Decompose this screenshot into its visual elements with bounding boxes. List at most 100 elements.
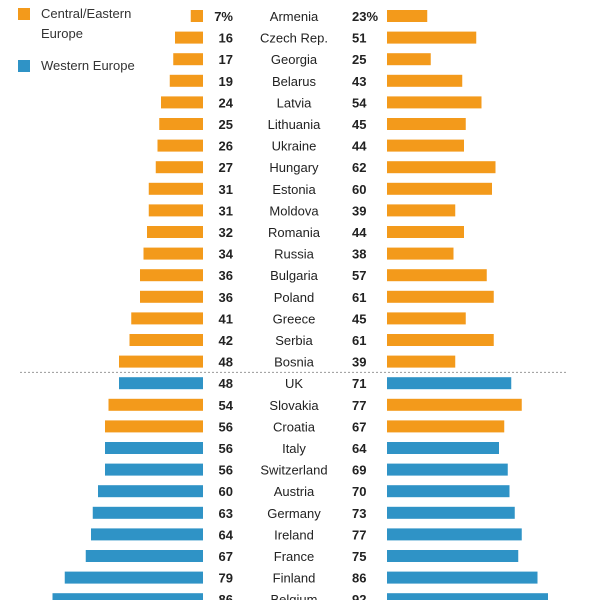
row-switzerland: 56 Switzerland 69: [105, 463, 508, 478]
bar-right-hungary: [387, 161, 496, 174]
value-right-romania: 44: [352, 225, 367, 240]
bar-right-poland: [387, 290, 494, 303]
bar-right-ireland: [387, 528, 522, 541]
row-italy: 56 Italy 64: [105, 441, 499, 456]
row-latvia: 24 Latvia 54: [161, 95, 482, 110]
bar-right-moldova: [387, 204, 456, 217]
country-label-belarus: Belarus: [272, 74, 317, 89]
bar-right-greece: [387, 312, 466, 325]
row-ireland: 64 Ireland 77: [91, 527, 522, 542]
bar-left-austria: [98, 485, 203, 498]
chart-rows: 7% Armenia 23% 16 Czech Rep. 51 17 Georgia 25 19 B…: [20, 9, 568, 600]
bar-left-latvia: [161, 96, 203, 109]
bar-left-croatia: [105, 420, 203, 433]
value-right-latvia: 54: [352, 95, 367, 110]
value-left-latvia: 24: [219, 95, 234, 110]
row-serbia: 42 Serbia 61: [129, 333, 494, 348]
bar-right-slovakia: [387, 398, 522, 411]
country-label-serbia: Serbia: [275, 333, 313, 348]
row-ukraine: 26 Ukraine 44: [157, 139, 464, 154]
country-label-germany: Germany: [267, 506, 321, 521]
country-label-belgium: Belgium: [271, 592, 318, 600]
country-label-austria: Austria: [274, 484, 315, 499]
value-left-moldova: 31: [219, 203, 233, 218]
bar-left-belarus: [169, 74, 203, 87]
value-left-serbia: 42: [219, 333, 233, 348]
row-belarus: 19 Belarus 43: [169, 74, 463, 89]
bar-left-bosnia: [119, 355, 203, 368]
value-left-finland: 79: [219, 571, 233, 586]
value-right-switzerland: 69: [352, 463, 366, 478]
bar-left-armenia: [190, 10, 203, 22]
country-label-greece: Greece: [273, 311, 316, 326]
value-left-estonia: 31: [219, 182, 233, 197]
value-right-lithuania: 45: [352, 117, 366, 132]
row-armenia: 7% Armenia 23%: [190, 9, 428, 24]
value-right-armenia: 23%: [352, 9, 378, 24]
row-greece: 41 Greece 45: [131, 311, 466, 326]
bar-right-france: [387, 550, 519, 562]
bar-right-austria: [387, 485, 510, 498]
bar-right-armenia: [387, 10, 428, 22]
bar-left-germany: [92, 506, 203, 519]
row-georgia: 17 Georgia 25: [173, 52, 431, 67]
row-romania: 32 Romania 44: [147, 225, 464, 240]
country-label-russia: Russia: [274, 247, 315, 262]
row-bosnia: 48 Bosnia 39: [119, 355, 456, 370]
value-left-france: 67: [219, 549, 233, 564]
value-left-belarus: 19: [219, 74, 233, 89]
country-label-croatia: Croatia: [273, 419, 316, 434]
bar-left-france: [85, 550, 203, 562]
row-estonia: 31 Estonia 60: [148, 182, 492, 197]
value-right-czech-rep: 51: [352, 31, 366, 46]
bar-left-ireland: [91, 528, 203, 541]
bar-right-serbia: [387, 334, 494, 346]
country-label-romania: Romania: [268, 225, 321, 240]
country-label-italy: Italy: [282, 441, 306, 456]
legend-label-central-eastern-europe: Central/Eastern: [41, 6, 131, 21]
bar-left-moldova: [148, 204, 203, 217]
bar-right-russia: [387, 247, 454, 260]
row-uk: 48 UK 71: [119, 376, 512, 391]
value-left-lithuania: 25: [219, 117, 233, 132]
row-austria: 60 Austria 70: [98, 484, 510, 499]
bar-left-lithuania: [159, 118, 203, 130]
bar-left-finland: [64, 571, 203, 584]
value-right-belgium: 92: [352, 592, 366, 600]
row-slovakia: 54 Slovakia 77: [108, 398, 522, 413]
value-right-belarus: 43: [352, 74, 366, 89]
bar-right-bosnia: [387, 355, 456, 368]
bar-right-estonia: [387, 182, 492, 195]
legend-swatch-central-eastern-europe: [18, 8, 30, 20]
bar-right-lithuania: [387, 118, 466, 130]
bar-left-italy: [105, 442, 203, 454]
country-label-switzerland: Switzerland: [260, 463, 327, 478]
value-right-croatia: 67: [352, 419, 366, 434]
row-france: 67 France 75: [85, 549, 519, 564]
country-label-lithuania: Lithuania: [268, 117, 322, 132]
value-right-ireland: 77: [352, 527, 366, 542]
value-left-bosnia: 48: [219, 355, 233, 370]
bar-left-greece: [131, 312, 203, 325]
legend: Central/Eastern Europe Western Europe: [18, 6, 135, 73]
value-left-russia: 34: [219, 247, 234, 262]
legend-label-western-europe: Western Europe: [41, 58, 135, 73]
bar-right-bulgaria: [387, 269, 487, 282]
bar-left-uk: [119, 377, 203, 390]
value-right-estonia: 60: [352, 182, 366, 197]
row-lithuania: 25 Lithuania 45: [159, 117, 466, 132]
bar-left-hungary: [155, 161, 203, 174]
country-label-ireland: Ireland: [274, 527, 314, 542]
value-right-italy: 64: [352, 441, 367, 456]
value-right-poland: 61: [352, 290, 366, 305]
bar-left-ukraine: [157, 139, 203, 152]
value-right-bulgaria: 57: [352, 268, 366, 283]
value-left-bulgaria: 36: [219, 268, 233, 283]
legend-swatch-western-europe: [18, 60, 30, 72]
row-czech-rep: 16 Czech Rep. 51: [175, 31, 477, 46]
value-left-romania: 32: [219, 225, 233, 240]
value-left-belgium: 86: [219, 592, 233, 600]
bar-left-bulgaria: [140, 269, 203, 282]
value-left-slovakia: 54: [219, 398, 234, 413]
